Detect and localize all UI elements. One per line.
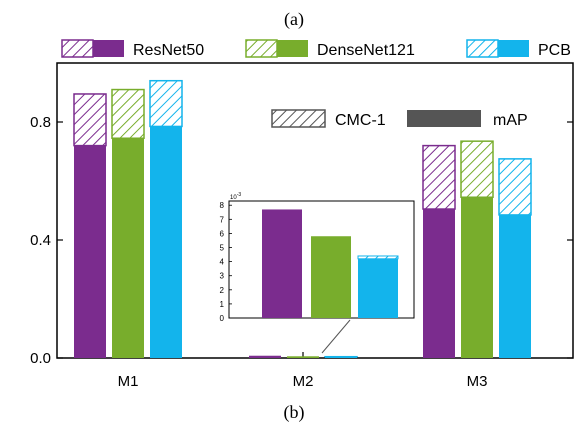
legend-swatch-solid-resnet50	[93, 40, 124, 57]
inset-y-tick-label: 2	[220, 286, 225, 295]
inset-y-tick-label: 5	[220, 244, 225, 253]
inset-bar-map-resnet50	[262, 209, 302, 318]
inset-bar-cmc1-pcb	[357, 255, 399, 260]
bar-map-pcb-m3	[499, 214, 531, 358]
inset-y-tick-label: 8	[220, 201, 225, 210]
legend-label-cmc1: CMC-1	[335, 112, 386, 129]
bar-map-resnet50-m1	[74, 145, 106, 358]
legend-swatch-hatched-resnet50	[61, 39, 94, 58]
bar-map-densenet121-m3	[461, 197, 493, 358]
inset-y-tick-label: 6	[220, 229, 225, 238]
bar-cmc1-densenet121-m3	[460, 140, 494, 198]
legend-swatch-hatched-densenet121	[245, 39, 278, 58]
inset-y-tick-label: 4	[220, 258, 225, 267]
inset-y-tick-label: 1	[220, 300, 225, 309]
legend-label-resnet50: ResNet50	[133, 42, 204, 59]
bar-cmc1-resnet50-m3	[422, 144, 456, 210]
bar-map-resnet50-m3	[423, 209, 455, 358]
bar-cmc1-resnet50-m1	[73, 93, 107, 147]
legend-label-densenet121: DenseNet121	[317, 42, 415, 59]
bar-map-pcb-m1	[150, 126, 182, 358]
inset-y-tick-label: 0	[220, 314, 225, 323]
legend-swatch-map	[407, 110, 481, 127]
legend-label-map: mAP	[493, 112, 528, 129]
x-tick-label: M3	[467, 373, 488, 390]
x-tick-label: M2	[293, 373, 314, 390]
x-tick-label: M1	[118, 373, 139, 390]
bar-map-resnet50-m2	[249, 355, 281, 358]
y-tick-label: 0.4	[30, 232, 51, 249]
inset-bar-map-densenet121	[311, 236, 351, 318]
y-tick-label: 0.0	[30, 350, 51, 367]
legend-swatch-solid-pcb	[498, 40, 529, 57]
bar-cmc1-pcb-m1	[149, 79, 183, 128]
inset-y-tick-label: 7	[220, 215, 225, 224]
bar-map-densenet121-m2	[287, 356, 319, 358]
legend-swatch-cmc1	[271, 109, 326, 128]
inset-bar-map-pcb	[358, 258, 398, 318]
footer-label: (b)	[284, 402, 305, 423]
legend-label-pcb: PCB	[538, 42, 571, 59]
bar-cmc1-pcb-m3	[498, 158, 532, 216]
inset-connector	[321, 319, 351, 354]
bar-cmc1-densenet121-m1	[111, 88, 145, 139]
header-label: (a)	[284, 9, 304, 30]
legend-swatch-solid-densenet121	[277, 40, 308, 57]
bar-map-densenet121-m1	[112, 138, 144, 358]
bar-map-pcb-m2	[325, 356, 357, 358]
plot-area: 0.0 0.4 0.8 M1 M2 M3 CMC-1 mAP 0 1 2 3 4 5 6 7 8 10-3	[30, 62, 574, 390]
y-tick-label: 0.8	[30, 114, 51, 131]
legend-swatch-hatched-pcb	[466, 39, 499, 58]
series-legend: ResNet50 DenseNet121 PCB	[61, 39, 571, 59]
inset-y-tick-label: 3	[220, 272, 225, 281]
inset-exponent-label: 10-3	[230, 192, 241, 201]
